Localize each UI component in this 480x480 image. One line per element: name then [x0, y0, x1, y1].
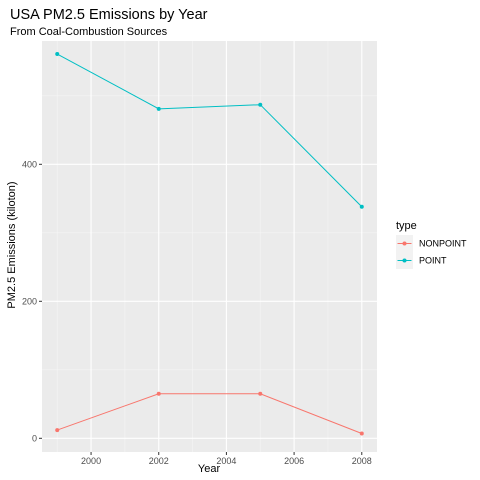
x-tick-label: 2006 — [284, 456, 304, 466]
series-layer — [55, 52, 364, 436]
y-tick-label: 200 — [22, 296, 37, 306]
legend-items: NONPOINT POINT — [396, 235, 467, 269]
legend-key-point — [402, 258, 407, 263]
x-tick-label: 2004 — [216, 456, 236, 466]
legend-title: type — [396, 220, 417, 232]
x-tick-label: 2002 — [149, 456, 169, 466]
y-tick-label: 0 — [32, 433, 37, 443]
data-point-nonpoint — [258, 391, 263, 396]
series-line-nonpoint — [57, 393, 362, 434]
y-axis-title: PM2.5 Emissions (kiloton) — [6, 181, 18, 308]
chart-subtitle: From Coal-Combustion Sources — [10, 26, 168, 38]
y-axis: 0 200 400 — [22, 159, 42, 443]
data-point-nonpoint — [359, 431, 364, 436]
chart-title: USA PM2.5 Emissions by Year — [10, 7, 208, 23]
series-nonpoint — [55, 391, 364, 436]
data-point-nonpoint — [55, 428, 60, 433]
y-tick-label: 400 — [22, 159, 37, 169]
data-point-nonpoint — [156, 391, 161, 396]
legend: type NONPOINT POINT — [396, 220, 467, 269]
data-point-point — [156, 106, 161, 111]
legend-item-nonpoint: NONPOINT — [396, 235, 467, 252]
series-line-point — [56, 53, 363, 208]
data-point-point — [258, 102, 263, 107]
plot-panel — [42, 41, 377, 452]
x-axis: 2000 2002 2004 2006 2008 — [81, 452, 372, 466]
legend-key-point — [402, 241, 407, 246]
x-tick-label: 2008 — [352, 456, 372, 466]
series-point — [55, 52, 364, 209]
legend-item-point: POINT — [396, 252, 447, 269]
legend-label: NONPOINT — [419, 239, 467, 249]
grid-major — [42, 41, 377, 452]
x-axis-title: Year — [198, 463, 221, 475]
legend-label: POINT — [419, 256, 447, 266]
data-point-point — [55, 52, 60, 57]
grid-minor — [42, 41, 377, 452]
panel-background — [42, 41, 377, 452]
data-point-point — [359, 204, 364, 209]
x-tick-label: 2000 — [81, 456, 101, 466]
